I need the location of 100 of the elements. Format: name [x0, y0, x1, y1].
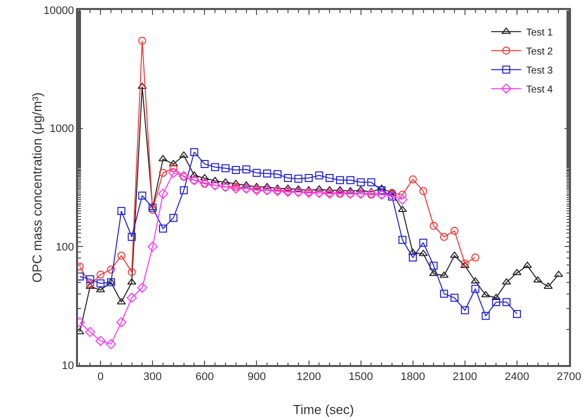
point	[450, 294, 458, 302]
point	[440, 232, 448, 241]
point	[232, 166, 240, 174]
point	[294, 174, 302, 183]
point	[117, 252, 126, 260]
point	[512, 268, 522, 276]
point	[96, 279, 105, 288]
point	[220, 178, 230, 185]
point	[502, 298, 511, 306]
point	[482, 312, 490, 320]
point	[126, 292, 137, 303]
legend-label: Test 3	[526, 66, 554, 76]
point	[471, 254, 480, 262]
point	[408, 254, 417, 262]
point	[116, 317, 126, 328]
x-tick-label: 900	[248, 370, 266, 383]
point	[159, 224, 168, 233]
x-tick-label: 2400	[504, 370, 530, 383]
point	[221, 164, 230, 172]
point	[471, 284, 480, 293]
point	[252, 168, 261, 177]
point	[294, 185, 303, 192]
point	[190, 148, 198, 156]
point	[492, 298, 500, 306]
point	[252, 182, 262, 190]
point	[230, 183, 241, 194]
point	[200, 160, 209, 168]
point	[190, 171, 199, 178]
point	[138, 192, 146, 200]
x-tick-label: 1200	[296, 370, 321, 383]
point	[418, 250, 428, 256]
point	[450, 226, 458, 235]
point	[430, 262, 438, 270]
point	[398, 236, 406, 244]
point	[397, 194, 408, 205]
point	[159, 168, 168, 177]
point	[148, 242, 158, 252]
point	[128, 232, 136, 241]
point	[231, 180, 240, 186]
x-tick-label: 1500	[348, 370, 374, 383]
point	[168, 168, 178, 178]
point	[242, 181, 251, 188]
point	[314, 185, 324, 192]
point	[242, 165, 250, 174]
x-axis-title: Time (sec)	[293, 402, 354, 417]
legend-label: Test 2	[526, 46, 554, 58]
point	[315, 171, 324, 180]
point	[502, 278, 512, 285]
point	[210, 176, 220, 184]
point	[398, 206, 407, 212]
x-tick-label: 600	[195, 370, 214, 383]
point	[137, 282, 148, 293]
point	[356, 178, 365, 186]
y-tick-label: 10000	[43, 4, 74, 17]
point	[211, 163, 220, 172]
point	[127, 278, 136, 285]
point	[96, 336, 106, 346]
x-tick-label: 300	[143, 370, 162, 383]
x-tick-label: 2100	[452, 370, 478, 383]
legend-label: Test 4	[526, 84, 554, 96]
point	[336, 176, 344, 184]
point	[304, 174, 313, 182]
point	[460, 306, 469, 314]
point	[398, 190, 406, 199]
point	[274, 170, 282, 178]
point	[367, 178, 376, 186]
point	[169, 214, 178, 222]
point	[180, 186, 188, 194]
point	[128, 268, 136, 276]
point	[138, 36, 146, 45]
point	[419, 187, 428, 196]
point	[378, 186, 386, 194]
point	[232, 182, 240, 191]
point	[429, 270, 438, 276]
point	[158, 188, 168, 199]
point	[85, 326, 96, 338]
y-axis-title: OPC mass concentration (μg/m³)	[30, 92, 44, 283]
y-tick-label: 10	[62, 360, 74, 372]
point	[263, 170, 272, 178]
legend-label: Test 1	[526, 28, 554, 38]
point	[168, 160, 178, 166]
point	[326, 174, 334, 182]
point	[106, 339, 116, 350]
point	[470, 277, 480, 284]
point	[512, 310, 521, 318]
point	[179, 151, 188, 158]
point	[117, 207, 126, 216]
point	[284, 174, 292, 182]
y-tick-label: 1000	[50, 123, 74, 136]
point	[262, 182, 272, 190]
point	[492, 294, 501, 300]
point	[169, 164, 178, 172]
point	[408, 175, 417, 184]
point	[86, 275, 94, 284]
point	[346, 176, 354, 184]
point	[106, 266, 115, 274]
point	[419, 238, 428, 247]
x-tick-label: 1800	[400, 370, 426, 383]
point	[440, 290, 448, 298]
y-tick-label: 100	[56, 242, 74, 254]
